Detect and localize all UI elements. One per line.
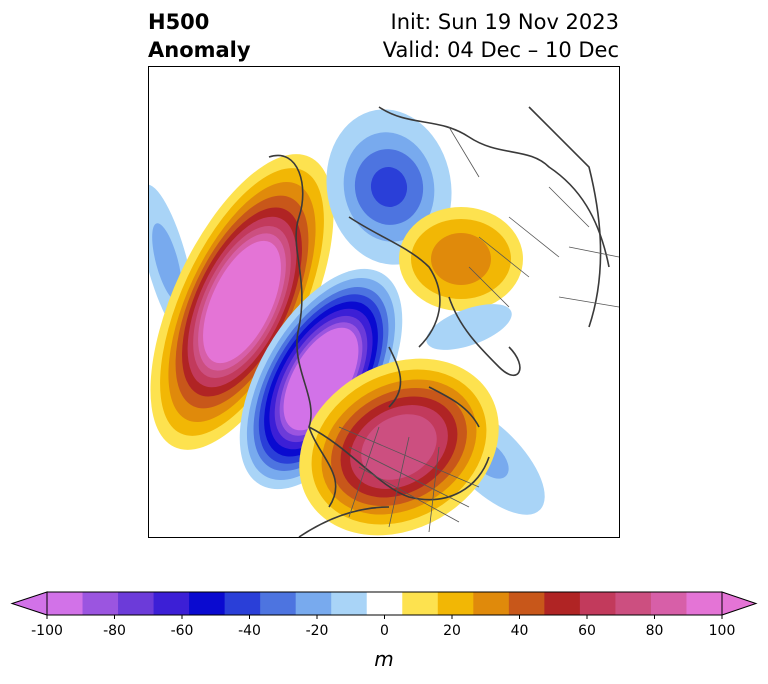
anomaly-eastern-us-ridge: [299, 358, 499, 536]
title-field: Anomaly: [148, 38, 251, 62]
valid-range: Valid: 04 Dec – 10 Dec: [382, 38, 619, 62]
colorbar-tick-label: -80: [103, 623, 126, 639]
colorbar-segment: [686, 592, 723, 615]
colorbar-svg: -100 -80 -60 -40 -20 0 20 40 60 80 100 m: [10, 591, 758, 671]
colorbar-over-arrow: [721, 591, 758, 616]
init-time: Init: Sun 19 Nov 2023: [390, 10, 619, 34]
colorbar-tick-label: 100: [709, 623, 736, 639]
colorbar-segment: [579, 592, 616, 615]
colorbar-segment: [118, 592, 155, 615]
map-panel: [148, 66, 620, 538]
colorbar-under-arrow: [10, 591, 48, 616]
colorbar-tick-label: 60: [578, 623, 596, 639]
colorbar-segment: [224, 592, 261, 615]
colorbar-tick-label: 20: [443, 623, 461, 639]
colorbar-segment: [47, 592, 84, 615]
colorbar-segment: [82, 592, 119, 615]
colorbar-segment: [650, 592, 687, 615]
colorbar-segment: [189, 592, 226, 615]
anomaly-map: [149, 106, 619, 537]
anomaly-gulf-of-alaska-ridge: [150, 154, 334, 450]
political-borders: [338, 126, 619, 533]
colorbar-segment: [437, 592, 474, 615]
colorbar-tick-label: -40: [238, 623, 261, 639]
colorbar-segment: [544, 592, 581, 615]
anomaly-western-trough: [239, 268, 403, 490]
colorbar-segment: [402, 592, 439, 615]
coastlines: [268, 106, 610, 537]
title-left: H500 Anomaly: [148, 8, 251, 64]
colorbar-segment: [366, 592, 403, 615]
colorbar-segment: [473, 592, 510, 615]
colorbar-tick-label: -100: [31, 623, 63, 639]
colorbar-segment: [153, 592, 190, 615]
colorbar: -100 -80 -60 -40 -20 0 20 40 60 80 100 m: [0, 580, 768, 680]
colorbar-segment: [508, 592, 545, 615]
colorbar-segment: [331, 592, 368, 615]
title-variable: H500: [148, 10, 210, 34]
anomaly-europe-low: [426, 304, 512, 350]
colorbar-tick-label: 40: [511, 623, 529, 639]
colorbar-segment: [260, 592, 297, 615]
title-right: Init: Sun 19 Nov 2023 Valid: 04 Dec – 10…: [383, 8, 619, 64]
colorbar-tick-label: -20: [306, 623, 329, 639]
colorbar-tick-label: -60: [171, 623, 194, 639]
anomaly-eurasia-ridge: [399, 207, 523, 311]
colorbar-tick-label: 80: [646, 623, 664, 639]
colorbar-segment: [615, 592, 652, 615]
colorbar-tick-label: 0: [380, 623, 389, 639]
colorbar-segment: [295, 592, 332, 615]
colorbar-unit-label: m: [374, 647, 393, 671]
